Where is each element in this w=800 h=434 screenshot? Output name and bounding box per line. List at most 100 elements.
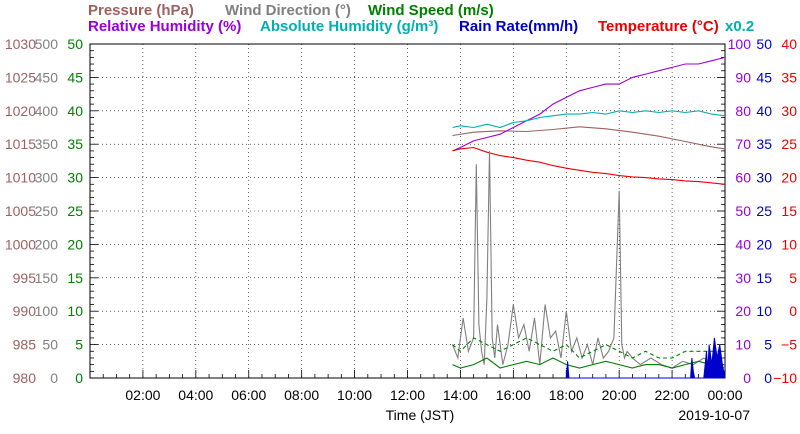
y-tick-label: 30 bbox=[67, 170, 83, 186]
x-axis-label: Time (JST) bbox=[386, 407, 455, 423]
y-tick-label: 300 bbox=[35, 170, 59, 186]
legend-entry: Rain Rate(mm/h) bbox=[459, 18, 578, 35]
legend-entry: Wind Speed (m/s) bbox=[368, 2, 494, 19]
series-relative-humidity bbox=[452, 56, 726, 152]
y-tick-label: 200 bbox=[35, 236, 59, 252]
series-wind-speed-gust bbox=[452, 337, 725, 359]
abs-humidity-scale-note: x0.2 bbox=[725, 18, 754, 35]
left-axes: 1030102510201015101010051000995990985980… bbox=[5, 36, 83, 386]
y-tick-label: −5 bbox=[781, 337, 797, 353]
series-wind-speed-m-s bbox=[452, 357, 725, 369]
y-tick-label: 80 bbox=[735, 103, 751, 119]
y-tick-label: 15 bbox=[756, 270, 772, 286]
y-tick-label: 40 bbox=[756, 103, 772, 119]
x-tick-label: 06:00 bbox=[231, 387, 266, 403]
legend-entry: Relative Humidity (%) bbox=[88, 18, 241, 35]
y-tick-label: 50 bbox=[67, 36, 83, 52]
series-temperature-c bbox=[452, 146, 726, 185]
y-tick-label: 35 bbox=[781, 69, 797, 85]
y-tick-label: 1025 bbox=[5, 69, 36, 85]
legend-entry: Pressure (hPa) bbox=[88, 2, 194, 19]
y-tick-label: 45 bbox=[756, 69, 772, 85]
y-tick-label: 30 bbox=[781, 103, 797, 119]
y-tick-label: 20 bbox=[67, 236, 83, 252]
y-tick-label: 5 bbox=[789, 270, 797, 286]
y-tick-label: 50 bbox=[42, 337, 58, 353]
y-tick-label: 0 bbox=[743, 370, 751, 386]
y-tick-label: 1005 bbox=[5, 203, 36, 219]
date-label: 2019-10-07 bbox=[678, 407, 750, 423]
y-tick-label: 60 bbox=[735, 170, 751, 186]
y-tick-label: 1030 bbox=[5, 36, 36, 52]
y-tick-label: 40 bbox=[781, 36, 797, 52]
y-tick-label: 5 bbox=[75, 337, 83, 353]
y-tick-label: 40 bbox=[735, 236, 751, 252]
y-tick-label: 990 bbox=[13, 303, 37, 319]
y-tick-label: 350 bbox=[35, 136, 59, 152]
y-tick-label: 1020 bbox=[5, 103, 36, 119]
x-tick-label: 02:00 bbox=[125, 387, 160, 403]
y-tick-label: 10 bbox=[781, 236, 797, 252]
y-tick-label: 250 bbox=[35, 203, 59, 219]
y-tick-label: 980 bbox=[13, 370, 37, 386]
grid bbox=[89, 43, 726, 379]
y-tick-label: 10 bbox=[756, 303, 772, 319]
y-tick-label: 35 bbox=[67, 136, 83, 152]
x-axis: 02:00 04:00 06:00 08:00 10:00 12:00 14:00 16:00… bbox=[125, 387, 742, 403]
y-tick-label: 10 bbox=[67, 303, 83, 319]
y-tick-label: 25 bbox=[781, 136, 797, 152]
y-tick-label: 450 bbox=[35, 69, 59, 85]
legend-entry: Absolute Humidity (g/m³) bbox=[260, 18, 438, 35]
y-tick-label: 90 bbox=[735, 69, 751, 85]
y-tick-label: 100 bbox=[35, 303, 59, 319]
x-tick-label: 08:00 bbox=[284, 387, 319, 403]
y-tick-label: 995 bbox=[13, 270, 37, 286]
x-tick-label: 12:00 bbox=[390, 387, 425, 403]
x-tick-label: 20:00 bbox=[602, 387, 637, 403]
series-pressure-hpa bbox=[452, 126, 726, 150]
y-tick-label: 1000 bbox=[5, 236, 36, 252]
legend-entry: Wind Direction (°) bbox=[225, 2, 351, 19]
y-tick-label: 5 bbox=[764, 337, 772, 353]
legend: Pressure (hPa) Wind Direction (°) Wind Spe… bbox=[88, 2, 719, 35]
x-tick-label: 00:00 bbox=[707, 387, 742, 403]
y-tick-label: 0 bbox=[50, 370, 58, 386]
y-tick-label: 985 bbox=[13, 337, 37, 353]
y-tick-label: 45 bbox=[67, 69, 83, 85]
y-tick-label: 25 bbox=[756, 203, 772, 219]
y-tick-label: 15 bbox=[67, 270, 83, 286]
y-tick-label: 10 bbox=[735, 337, 751, 353]
x-tick-label: 18:00 bbox=[549, 387, 584, 403]
y-tick-label: 0 bbox=[764, 370, 772, 386]
y-tick-label: 0 bbox=[789, 303, 797, 319]
series-absolute-humidity-g-m bbox=[452, 110, 726, 129]
y-tick-label: 400 bbox=[35, 103, 59, 119]
y-tick-label: 40 bbox=[67, 103, 83, 119]
y-tick-label: 25 bbox=[67, 203, 83, 219]
series-rain-rate bbox=[565, 337, 726, 379]
y-tick-label: 30 bbox=[735, 270, 751, 286]
x-tick-label: 04:00 bbox=[178, 387, 213, 403]
y-tick-label: 20 bbox=[781, 170, 797, 186]
y-tick-label: 70 bbox=[735, 136, 751, 152]
y-tick-label: 35 bbox=[756, 136, 772, 152]
y-tick-label: 100 bbox=[728, 36, 752, 52]
y-tick-label: 150 bbox=[35, 270, 59, 286]
x-tick-label: 22:00 bbox=[655, 387, 690, 403]
y-tick-label: 50 bbox=[756, 36, 772, 52]
y-tick-label: 1015 bbox=[5, 136, 36, 152]
legend-entry: Temperature (°C) bbox=[598, 18, 719, 35]
x-tick-label: 10:00 bbox=[337, 387, 372, 403]
y-tick-label: 50 bbox=[735, 203, 751, 219]
plot-frame bbox=[89, 43, 726, 379]
plot-area bbox=[451, 56, 726, 379]
y-tick-label: 30 bbox=[756, 170, 772, 186]
y-tick-label: 500 bbox=[35, 36, 59, 52]
y-tick-label: 1010 bbox=[5, 170, 36, 186]
x-tick-label: 16:00 bbox=[496, 387, 531, 403]
y-tick-label: 20 bbox=[756, 236, 772, 252]
y-tick-label: 0 bbox=[75, 370, 83, 386]
y-tick-label: 20 bbox=[735, 303, 751, 319]
y-tick-label: 15 bbox=[781, 203, 797, 219]
